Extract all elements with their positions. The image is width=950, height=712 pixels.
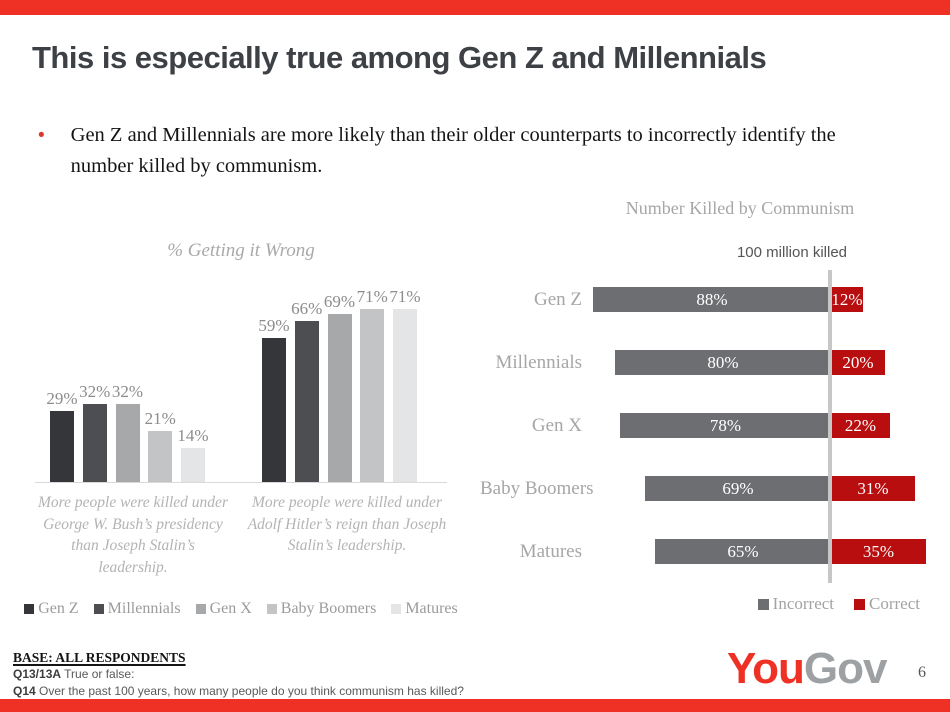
bar-value-label: 71%	[356, 287, 388, 306]
category-label-baby-boomers: Baby Boomers	[480, 478, 594, 499]
bullet-icon: •	[38, 125, 45, 146]
correct-segment: 35%	[831, 539, 926, 564]
bar-value-label: 32%	[79, 382, 111, 401]
legend-item-matures: Matures	[391, 600, 458, 618]
correct-segment: 20%	[831, 350, 885, 375]
bar-baby-boomers	[360, 309, 385, 482]
x-axis-line	[35, 482, 447, 483]
legend-swatch-icon	[93, 604, 104, 614]
bar-gen-z	[262, 338, 286, 482]
bar-millennials	[294, 321, 319, 482]
bar-value-label: 29%	[46, 389, 78, 408]
bar-matures	[393, 309, 417, 482]
bar-value-label: 69%	[323, 292, 356, 311]
page-number: 6	[918, 664, 926, 681]
legend-item-gen-z: Gen Z	[24, 600, 79, 618]
bar-gen-x	[115, 404, 140, 482]
legend-label: Correct	[869, 594, 920, 613]
top-accent-bar	[0, 0, 950, 15]
page-title: This is especially true among Gen Z and …	[32, 40, 767, 75]
category-label-millennials: Millennials	[495, 352, 582, 373]
correct-segment: 22%	[831, 413, 890, 438]
reference-annotation: 100 million killed	[736, 244, 848, 261]
legend-swatch-icon	[391, 604, 402, 614]
bar-baby-boomers	[148, 431, 173, 482]
legend-swatch-icon	[195, 604, 206, 614]
correct-segment: 31%	[831, 476, 915, 501]
legend-swatch-icon	[24, 604, 35, 614]
legend-label: Gen Z	[38, 600, 79, 617]
bar-matures	[181, 448, 205, 482]
legend-label: Gen X	[209, 600, 252, 617]
question-13-text: True or false:	[64, 667, 135, 681]
legend-label: Baby Boomers	[280, 600, 377, 617]
question-14-label: Q14	[13, 684, 36, 698]
legend-item-baby-boomers: Baby Boomers	[266, 600, 377, 618]
bar-value-label: 14%	[177, 426, 209, 445]
legend-item-incorrect: Incorrect	[757, 594, 835, 614]
category-label-matures: Matures	[519, 541, 582, 562]
correct-segment: 12%	[831, 287, 863, 312]
legend-swatch-icon	[757, 598, 769, 610]
bottom-accent-bar	[0, 699, 950, 712]
bar-value-label: 21%	[144, 409, 176, 428]
yougov-logo-gov: Gov	[803, 644, 888, 693]
base-note: BASE: ALL RESPONDENTS	[13, 650, 186, 665]
legend-swatch-icon	[266, 604, 277, 614]
left-chart-legend: Gen Z Millennials Gen X Baby Boomers Matures	[24, 600, 458, 618]
reference-line	[828, 270, 832, 583]
bar-value-label: 32%	[111, 382, 144, 401]
bar-value-label: 71%	[389, 287, 421, 306]
yougov-logo: YouGov	[727, 644, 888, 694]
stacked-bar-chart: Number Killed by Communism 100 million k…	[480, 198, 940, 628]
legend-item-millennials: Millennials	[93, 600, 181, 618]
legend-label: Matures	[405, 600, 458, 617]
bar-value-label: 59%	[258, 316, 290, 335]
legend-item-correct: Correct	[854, 594, 920, 614]
category-label-gen-x: Gen X	[531, 415, 582, 436]
right-chart-legend: Incorrect Correct	[757, 594, 920, 614]
bullet-text: Gen Z and Millennials are more likely th…	[70, 124, 836, 177]
legend-label: Incorrect	[772, 594, 835, 613]
incorrect-segment: 65%	[655, 539, 831, 564]
incorrect-segment: 80%	[615, 350, 831, 375]
legend-item-gen-x: Gen X	[195, 600, 252, 618]
yougov-logo-you: You	[727, 644, 805, 693]
legend-swatch-icon	[854, 598, 866, 610]
bar-gen-x	[327, 314, 352, 482]
chart-caption: More people were killed under George W. …	[38, 494, 228, 577]
incorrect-segment: 69%	[645, 476, 831, 501]
right-chart-title: Number Killed by Communism	[625, 198, 855, 218]
category-label-gen-z: Gen Z	[533, 289, 582, 310]
question-14-text: Over the past 100 years, how many people…	[39, 684, 464, 698]
incorrect-segment: 88%	[593, 287, 831, 312]
bar-gen-z	[50, 411, 74, 482]
question-13-note: Q13/13A True or false:	[13, 667, 134, 681]
legend-label: Millennials	[107, 600, 181, 617]
bullet-point: • Gen Z and Millennials are more likely …	[38, 120, 888, 182]
bar-value-label: 66%	[291, 299, 323, 318]
left-chart-title: % Getting it Wrong	[167, 240, 315, 261]
grouped-bar-chart: % Getting it Wrong Gen Z Millennials Gen X…	[24, 240, 458, 632]
chart-caption: More people were killed under Adolf Hitl…	[247, 494, 447, 555]
bar-millennials	[82, 404, 107, 482]
incorrect-segment: 78%	[620, 413, 831, 438]
question-13-label: Q13/13A	[13, 667, 62, 681]
question-14-note: Q14 Over the past 100 years, how many pe…	[13, 684, 464, 698]
